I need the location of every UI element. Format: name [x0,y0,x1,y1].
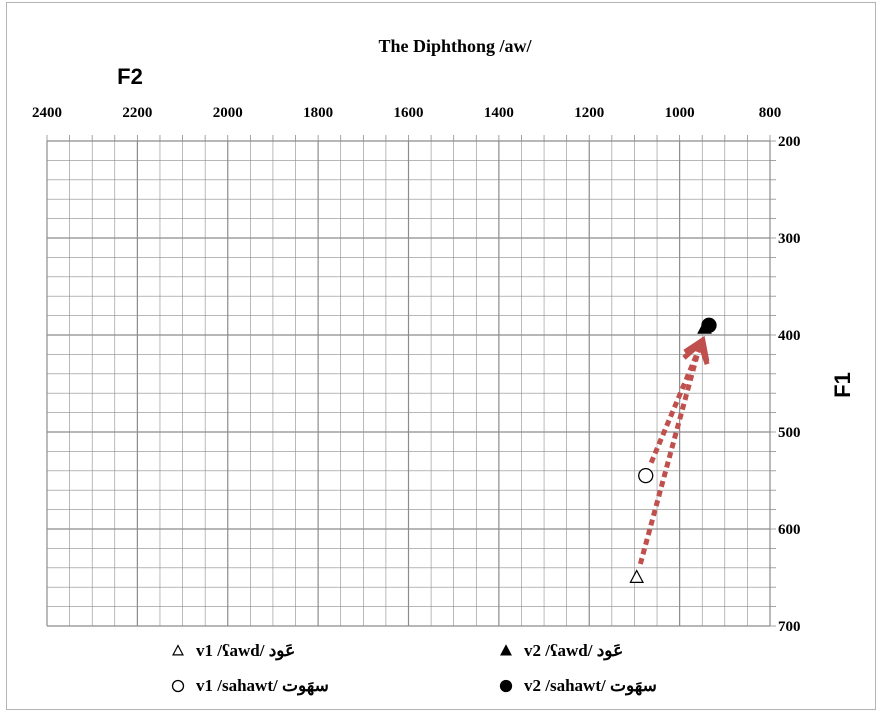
plot-grid [46,135,776,627]
y-tick-label: 300 [778,231,801,247]
x-tick-labels: 2400 2200 2000 1800 1600 1400 1200 1000 800 [32,105,781,121]
y-tick-label: 200 [778,134,801,150]
legend-marker-open-triangle [172,644,184,656]
x-tick-label: 2400 [32,105,62,121]
data-points [629,317,717,584]
y-tick-labels: 200 300 400 500 600 700 [778,134,801,635]
transition-arrows [637,335,710,565]
x-tick-label: 800 [759,105,782,121]
y-tick-label: 500 [778,425,801,441]
y-tick-label: 700 [778,619,801,635]
x-axis-label: F2 [117,64,143,89]
chart-frame [6,2,876,710]
x-tick-label: 1600 [394,105,424,121]
transition-arrow-shaft [637,348,702,565]
y-tick-label: 400 [778,328,801,344]
legend-label: v1 /sahawt/ سهَوت [196,676,329,696]
transition-arrow-shaft [648,344,703,464]
y-tick-label: 600 [778,522,801,538]
x-tick-label: 2200 [122,105,152,121]
x-tick-label: 1800 [303,105,333,121]
legend: v1 /ʕawd/ عَود v2 /ʕawd/ عَود v1 /sahawt/ … [171,641,657,696]
y-axis-label: F1 [830,372,855,398]
legend-marker-open-circle [171,679,185,693]
legend-marker-filled-triangle [500,644,512,656]
data-point-open-triangle [629,569,644,584]
x-tick-label: 1400 [484,105,514,121]
transition-arrow-head [683,335,710,362]
legend-label: v2 /ʕawd/ عَود [524,641,623,661]
x-tick-label: 1000 [665,105,695,121]
legend-label: v2 /sahawt/ سهَوت [524,676,657,696]
x-tick-label: 1200 [574,105,604,121]
data-point-open-circle [638,467,654,484]
legend-marker-filled-circle [499,679,513,693]
legend-label: v1 /ʕawd/ عَود [196,641,295,661]
x-tick-label: 2000 [213,105,243,121]
chart-title: The Diphthong /aw/ [378,36,532,56]
data-point-filled-circle [701,317,717,333]
